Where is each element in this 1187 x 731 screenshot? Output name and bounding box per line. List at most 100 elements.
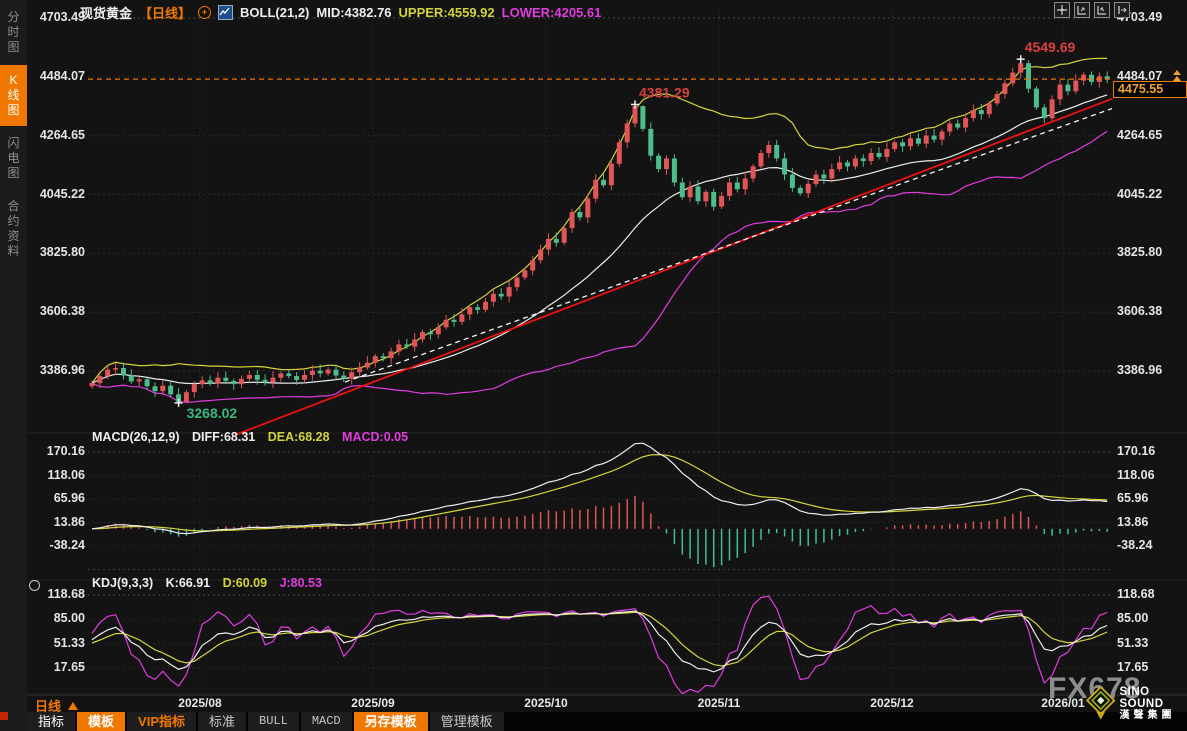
macd-tick-left-2: 65.96 <box>53 491 85 505</box>
macd-tick-right-4: -38.24 <box>1117 538 1153 552</box>
kdj-tick-right-1: 85.00 <box>1117 611 1149 626</box>
sino-sound-logo: SINO SOUND 漢聲集團 <box>1086 684 1187 724</box>
sidebar-item-char: 时 <box>7 25 20 39</box>
toolbar-button-manage-template[interactable]: 管理模板 <box>429 712 504 731</box>
period-tag[interactable]: 【日线】 <box>139 6 192 21</box>
sidebar-item-time-chart[interactable]: 分时图 <box>0 2 27 63</box>
price-tick-right-5: 3606.38 <box>1117 304 1163 319</box>
sidebar-item-char: 约 <box>7 214 20 228</box>
kdj-tick-right-3: 17.65 <box>1117 660 1149 674</box>
price-tick-right-3: 4045.22 <box>1117 186 1163 201</box>
price-tick-right-2: 4264.65 <box>1117 127 1163 142</box>
sidebar-item-char: 分 <box>7 10 20 24</box>
macd-header: MACD(26,12,9) DIFF:68.31 DEA:68.28 MACD:… <box>92 430 417 444</box>
sidebar-item-char: 电 <box>7 151 20 165</box>
macd-title: MACD(26,12,9) <box>92 430 180 444</box>
sidebar-item-char: 合 <box>7 199 20 213</box>
kline-chart-icon <box>218 5 234 20</box>
logo-name-cn: 漢聲集團 <box>1119 710 1176 721</box>
toolbar-button-vip-indicators[interactable]: VIP指标 <box>127 712 196 731</box>
kdj-title: KDJ(9,3,3) <box>92 576 154 590</box>
axis-scale-icon[interactable] <box>1074 2 1090 18</box>
kdj-k-value: K:66.91 <box>165 576 211 590</box>
price-tick-right-6: 3386.96 <box>1117 363 1163 377</box>
scroll-latest-icon[interactable] <box>1173 70 1181 82</box>
svg-text:3268.02: 3268.02 <box>187 405 238 421</box>
kdj-tick-right-0: 118.68 <box>1117 587 1155 601</box>
sidebar-item-contract-info[interactable]: 合约资料 <box>0 191 27 267</box>
kdj-panel-toggle-icon[interactable] <box>29 580 40 591</box>
sidebar-item-char: 资 <box>7 229 20 243</box>
price-tick-left-6: 3386.96 <box>39 363 85 377</box>
bottom-toolbar: 指标 模板 VIP指标 标准 BULL MACD 另存模板 管理模板 <box>27 712 1187 731</box>
sidebar-item-char: 线 <box>7 88 20 102</box>
toolbar-button-indicators[interactable]: 指标 <box>27 712 76 731</box>
macd-tick-right-0: 170.16 <box>1117 444 1156 458</box>
sidebar-item-char: 料 <box>7 244 20 258</box>
kdj-d-value: D:60.09 <box>222 576 268 590</box>
price-tick-left-4: 3825.80 <box>39 245 85 260</box>
macd-macd-value: MACD:0.05 <box>342 430 409 444</box>
macd-tick-left-3: 13.86 <box>53 514 85 529</box>
price-tick-left-1: 4484.07 <box>39 68 85 83</box>
kdj-header: KDJ(9,3,3) K:66.91 D:60.09 J:80.53 <box>92 576 331 590</box>
macd-tick-right-1: 118.06 <box>1117 467 1155 482</box>
boll-name: BOLL(21,2) <box>240 5 310 20</box>
date-label-3: 2025/11 <box>697 696 741 710</box>
sidebar-item-char: K <box>9 73 18 87</box>
price-tick-right-1: 4484.07 <box>1117 68 1163 83</box>
period-up-icon <box>68 701 79 710</box>
toolbar-button-standard[interactable]: 标准 <box>198 712 247 731</box>
period-selector[interactable]: 日线 <box>35 696 79 715</box>
price-tick-left-2: 4264.65 <box>39 127 85 142</box>
kdj-tick-left-1: 85.00 <box>53 611 85 626</box>
macd-tick-right-2: 65.96 <box>1117 491 1149 505</box>
toolbar-button-templates[interactable]: 模板 <box>77 712 126 731</box>
axis-scale-alt-icon[interactable] <box>1094 2 1110 18</box>
price-tick-left-3: 4045.22 <box>39 186 85 201</box>
boll-mid-value: MID:4382.76 <box>316 5 392 20</box>
date-label-4: 2025/12 <box>870 696 914 710</box>
macd-tick-right-3: 13.86 <box>1117 514 1149 529</box>
date-label-2: 2025/10 <box>524 696 568 710</box>
plus-circle-icon[interactable]: + <box>198 6 212 19</box>
svg-text:4549.69: 4549.69 <box>1025 39 1076 55</box>
macd-diff-value: DIFF:68.31 <box>192 430 256 444</box>
toolbar-button-macd[interactable]: MACD <box>300 712 352 731</box>
xaxis-row <box>27 695 1187 713</box>
macd-tick-left-0: 170.16 <box>46 444 85 458</box>
logo-name: SINO SOUND <box>1119 686 1164 710</box>
date-label-5: 2026/01 <box>1041 696 1085 710</box>
price-tick-left-0: 4703.49 <box>39 10 85 24</box>
sidebar-item-char: 图 <box>7 103 20 117</box>
macd-tick-left-1: 118.06 <box>47 467 85 482</box>
kdj-tick-left-2: 51.33 <box>53 635 85 650</box>
logo-diamond-icon <box>1086 685 1116 720</box>
chart-header: 现货黄金 【日线】 + BOLL(21,2) MID:4382.76 UPPER… <box>80 3 601 22</box>
crosshair-icon[interactable] <box>1054 2 1070 18</box>
period-selector-label: 日线 <box>35 699 62 714</box>
macd-tick-left-4: -38.24 <box>49 538 85 552</box>
date-label-0: 2025/08 <box>178 696 222 710</box>
symbol-name: 现货黄金 <box>80 6 133 21</box>
boll-upper-value: UPPER:4559.92 <box>398 5 495 20</box>
sidebar-item-char: 图 <box>7 166 20 180</box>
kdj-tick-right-2: 51.33 <box>1117 635 1149 650</box>
toolbar-button-bull[interactable]: BULL <box>248 712 299 731</box>
chart-tools <box>1054 2 1130 18</box>
price-tick-left-5: 3606.38 <box>39 304 85 319</box>
boll-lower-value: LOWER:4205.61 <box>501 5 602 20</box>
sidebar-item-char: 闪 <box>7 136 20 150</box>
svg-text:4381.29: 4381.29 <box>639 84 690 100</box>
corner-accent <box>0 712 8 720</box>
pan-right-icon[interactable] <box>1114 2 1130 18</box>
kdj-tick-left-0: 118.68 <box>47 587 85 601</box>
kdj-j-value: J:80.53 <box>279 576 322 590</box>
chart-canvas[interactable]: 3268.02 4381.29 4549.69 <box>0 0 1187 695</box>
kdj-tick-left-3: 17.65 <box>53 660 85 674</box>
toolbar-button-save-template[interactable]: 另存模板 <box>353 712 428 731</box>
sidebar-item-lightning-chart[interactable]: 闪电图 <box>0 128 27 189</box>
